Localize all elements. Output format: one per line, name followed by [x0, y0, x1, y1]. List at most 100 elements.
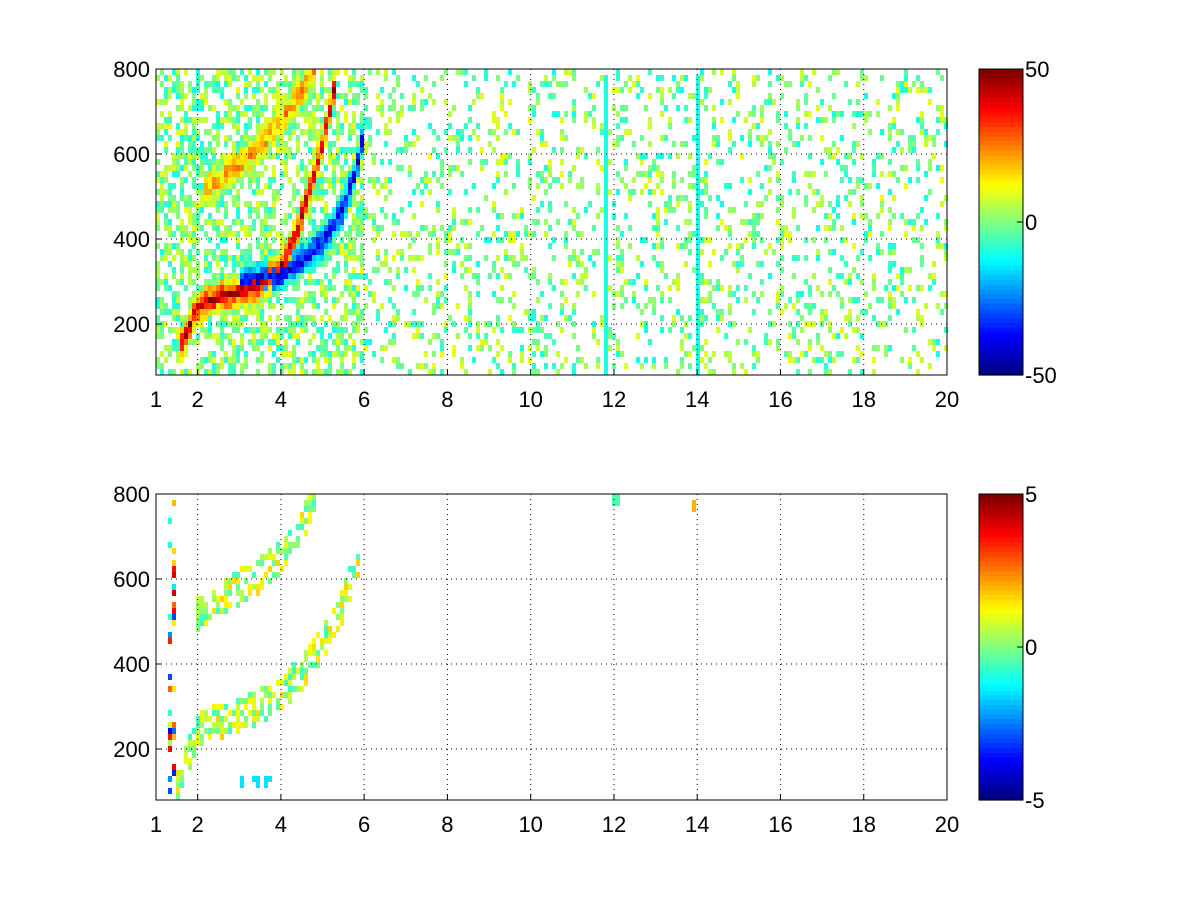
heatmap-cell	[748, 135, 752, 141]
heatmap-cell	[200, 734, 204, 740]
heatmap-cell	[176, 776, 180, 782]
heatmap-cell	[624, 105, 628, 111]
heatmap-cell	[312, 159, 316, 165]
heatmap-cell	[348, 225, 352, 231]
heatmap-cell	[932, 135, 936, 141]
heatmap-cell	[324, 620, 328, 626]
heatmap-cell	[824, 171, 828, 177]
heatmap-cell	[264, 141, 268, 147]
heatmap-cell	[548, 207, 552, 213]
heatmap-cell	[220, 87, 224, 93]
heatmap-cell	[512, 231, 516, 237]
colorbar-swatch	[979, 174, 1023, 180]
heatmap-cell	[228, 231, 232, 237]
heatmap-cell	[520, 357, 524, 363]
heatmap-cell	[680, 87, 684, 93]
heatmap-cell	[196, 285, 200, 291]
heatmap-cell	[252, 267, 256, 273]
heatmap-cell	[216, 123, 220, 129]
heatmap-cell	[280, 171, 284, 177]
heatmap-cell	[228, 189, 232, 195]
heatmap-cell	[844, 333, 848, 339]
heatmap-cell	[268, 548, 272, 554]
colorbar-swatch	[979, 704, 1023, 710]
heatmap-cell	[928, 159, 932, 165]
heatmap-cell	[668, 201, 672, 207]
heatmap-cell	[176, 141, 180, 147]
heatmap-cell	[352, 111, 356, 117]
heatmap-cell	[816, 285, 820, 291]
heatmap-cell	[256, 285, 260, 291]
heatmap-cell	[492, 357, 496, 363]
heatmap-cell	[380, 261, 384, 267]
heatmap-cell	[768, 69, 772, 75]
heatmap-cell	[452, 105, 456, 111]
grid-top	[156, 69, 947, 375]
heatmap-cell	[276, 345, 280, 351]
heatmap-cell	[252, 171, 256, 177]
heatmap-cell	[328, 87, 332, 93]
heatmap-cell	[292, 93, 296, 99]
heatmap-cell	[900, 357, 904, 363]
heatmap-cell	[164, 303, 168, 309]
heatmap-cell	[840, 297, 844, 303]
heatmap-cell	[308, 512, 312, 518]
heatmap-cell	[188, 195, 192, 201]
heatmap-cell	[228, 309, 232, 315]
heatmap-cell	[364, 345, 368, 351]
heatmap-cell	[412, 129, 416, 135]
heatmap-cell	[256, 369, 260, 375]
heatmap-cell	[376, 177, 380, 183]
heatmap-cell	[680, 177, 684, 183]
heatmap-cell	[164, 75, 168, 81]
heatmap-cell	[348, 183, 352, 189]
heatmap-cell	[208, 716, 212, 722]
heatmap-cell	[792, 273, 796, 279]
heatmap-cell	[264, 255, 268, 261]
heatmap-cell	[220, 93, 224, 99]
colorbar-swatch	[979, 131, 1023, 137]
heatmap-cell	[380, 207, 384, 213]
heatmap-cell	[564, 243, 568, 249]
heatmap-cell	[476, 261, 480, 267]
heatmap-cell	[312, 351, 316, 357]
heatmap-cell	[184, 231, 188, 237]
heatmap-cell	[292, 674, 296, 680]
heatmap-cell	[200, 165, 204, 171]
colorbar-swatch	[979, 327, 1023, 333]
heatmap-cell	[848, 297, 852, 303]
heatmap-cell	[184, 315, 188, 321]
plot-area-bottom	[156, 494, 947, 800]
heatmap-cell	[284, 273, 288, 279]
heatmap-cell	[276, 255, 280, 261]
heatmap-cell	[264, 267, 268, 273]
heatmap-cell	[296, 99, 300, 105]
colorbar-swatch	[979, 651, 1023, 658]
heatmap-cell	[344, 339, 348, 345]
heatmap-cell	[352, 249, 356, 255]
heatmap-cell	[936, 105, 940, 111]
heatmap-cell	[216, 255, 220, 261]
heatmap-cell	[684, 105, 688, 111]
heatmap-cell	[184, 339, 188, 345]
heatmap-cell	[372, 159, 376, 165]
heatmap-cell	[292, 686, 296, 692]
heatmap-cell	[260, 698, 264, 704]
heatmap-cell	[312, 111, 316, 117]
heatmap-cell	[192, 255, 196, 261]
heatmap-cell	[816, 339, 820, 345]
heatmap-cell	[696, 165, 700, 171]
heatmap-cell	[244, 363, 248, 369]
heatmap-cell	[208, 177, 212, 183]
heatmap-cell	[736, 93, 740, 99]
heatmap-cell	[820, 195, 824, 201]
heatmap-cell	[696, 111, 700, 117]
heatmap-cell	[412, 141, 416, 147]
heatmap-cell	[252, 710, 256, 716]
heatmap-cell	[280, 129, 284, 135]
heatmap-cell	[272, 351, 276, 357]
heatmap-cell	[452, 213, 456, 219]
heatmap-cell	[172, 345, 176, 351]
heatmap-cell	[496, 297, 500, 303]
heatmap-cell	[256, 147, 260, 153]
